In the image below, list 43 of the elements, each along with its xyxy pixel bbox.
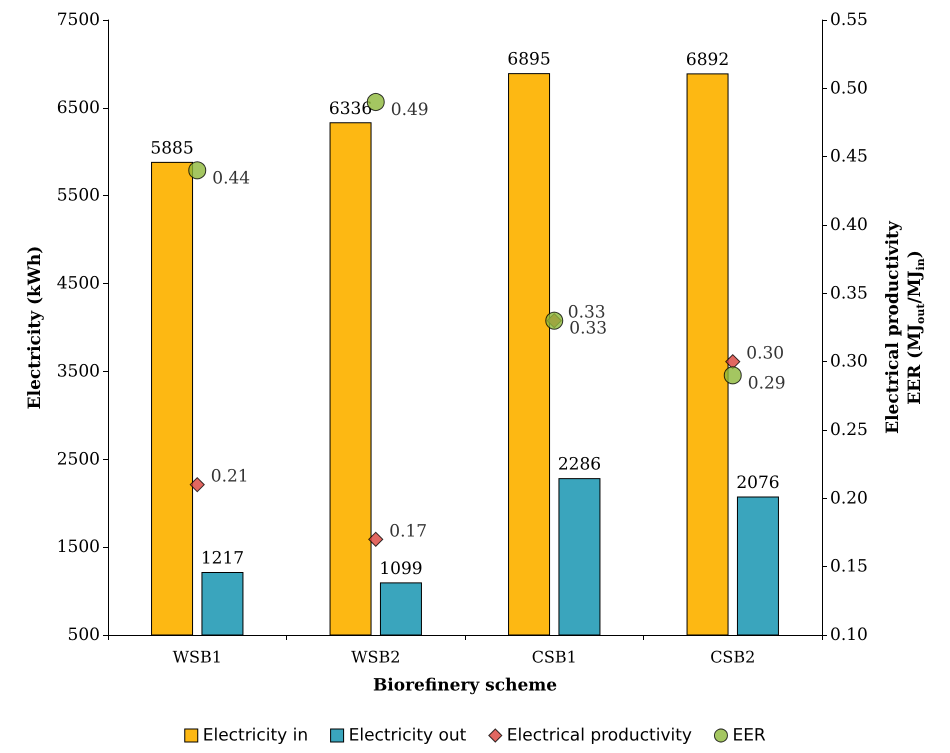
data-label: 0.44 xyxy=(212,168,250,188)
y2-tick-label: 0.40 xyxy=(830,215,868,235)
x-tick-label: CSB1 xyxy=(532,648,577,666)
y2-tick-label: 0.30 xyxy=(830,352,868,372)
y2-tick-label: 0.20 xyxy=(830,488,868,508)
y-tick-label: 7500 xyxy=(56,10,100,30)
y2-tick-label: 0.50 xyxy=(830,78,868,98)
y-tick-label: 3500 xyxy=(56,361,100,382)
y2-tick-label: 0.10 xyxy=(830,625,868,645)
y-tick-label: 6500 xyxy=(56,98,100,118)
x-axis-title: Biorefinery scheme xyxy=(372,676,558,696)
y2-tick-label: 0.45 xyxy=(830,146,868,167)
y-tick-label: 500 xyxy=(68,625,100,645)
y-tick-label: 4500 xyxy=(56,274,100,294)
y-tick-label: 5500 xyxy=(56,186,100,206)
y2-tick-label: 0.55 xyxy=(830,10,868,30)
y-axis-title: Electricity (kWh) xyxy=(24,246,45,410)
data-label: 0.17 xyxy=(389,521,428,542)
data-label: 6892 xyxy=(686,50,730,70)
y2-tick-label: 0.25 xyxy=(830,420,868,440)
x-tick-label: WSB2 xyxy=(351,648,400,666)
legend-label: Electricity in xyxy=(202,726,308,746)
x-tick-label: CSB2 xyxy=(710,648,756,666)
y2-tick-label: 0.35 xyxy=(830,283,868,304)
data-label: 0.33 xyxy=(569,318,608,339)
y-tick-label: 1500 xyxy=(56,537,100,558)
data-label: 2286 xyxy=(558,454,602,475)
x-tick-label: WSB1 xyxy=(172,648,222,666)
data-label: 6895 xyxy=(507,50,551,70)
data-label: 0.30 xyxy=(746,344,784,364)
legend-label: Electrical productivity xyxy=(506,726,692,746)
data-label: 5885 xyxy=(150,138,194,158)
data-label: 0.29 xyxy=(748,373,786,394)
data-label: 1217 xyxy=(200,548,244,569)
legend-label: Electricity out xyxy=(348,726,467,746)
legend-label: EER xyxy=(732,726,766,746)
y-tick-label: 2500 xyxy=(56,449,100,470)
data-label: 6336 xyxy=(328,98,372,119)
data-label: 0.49 xyxy=(390,100,429,120)
y2-tick-label: 0.15 xyxy=(830,556,868,577)
data-label: 2076 xyxy=(736,473,780,494)
data-label: 1099 xyxy=(379,558,423,579)
data-label: 0.21 xyxy=(210,466,249,487)
